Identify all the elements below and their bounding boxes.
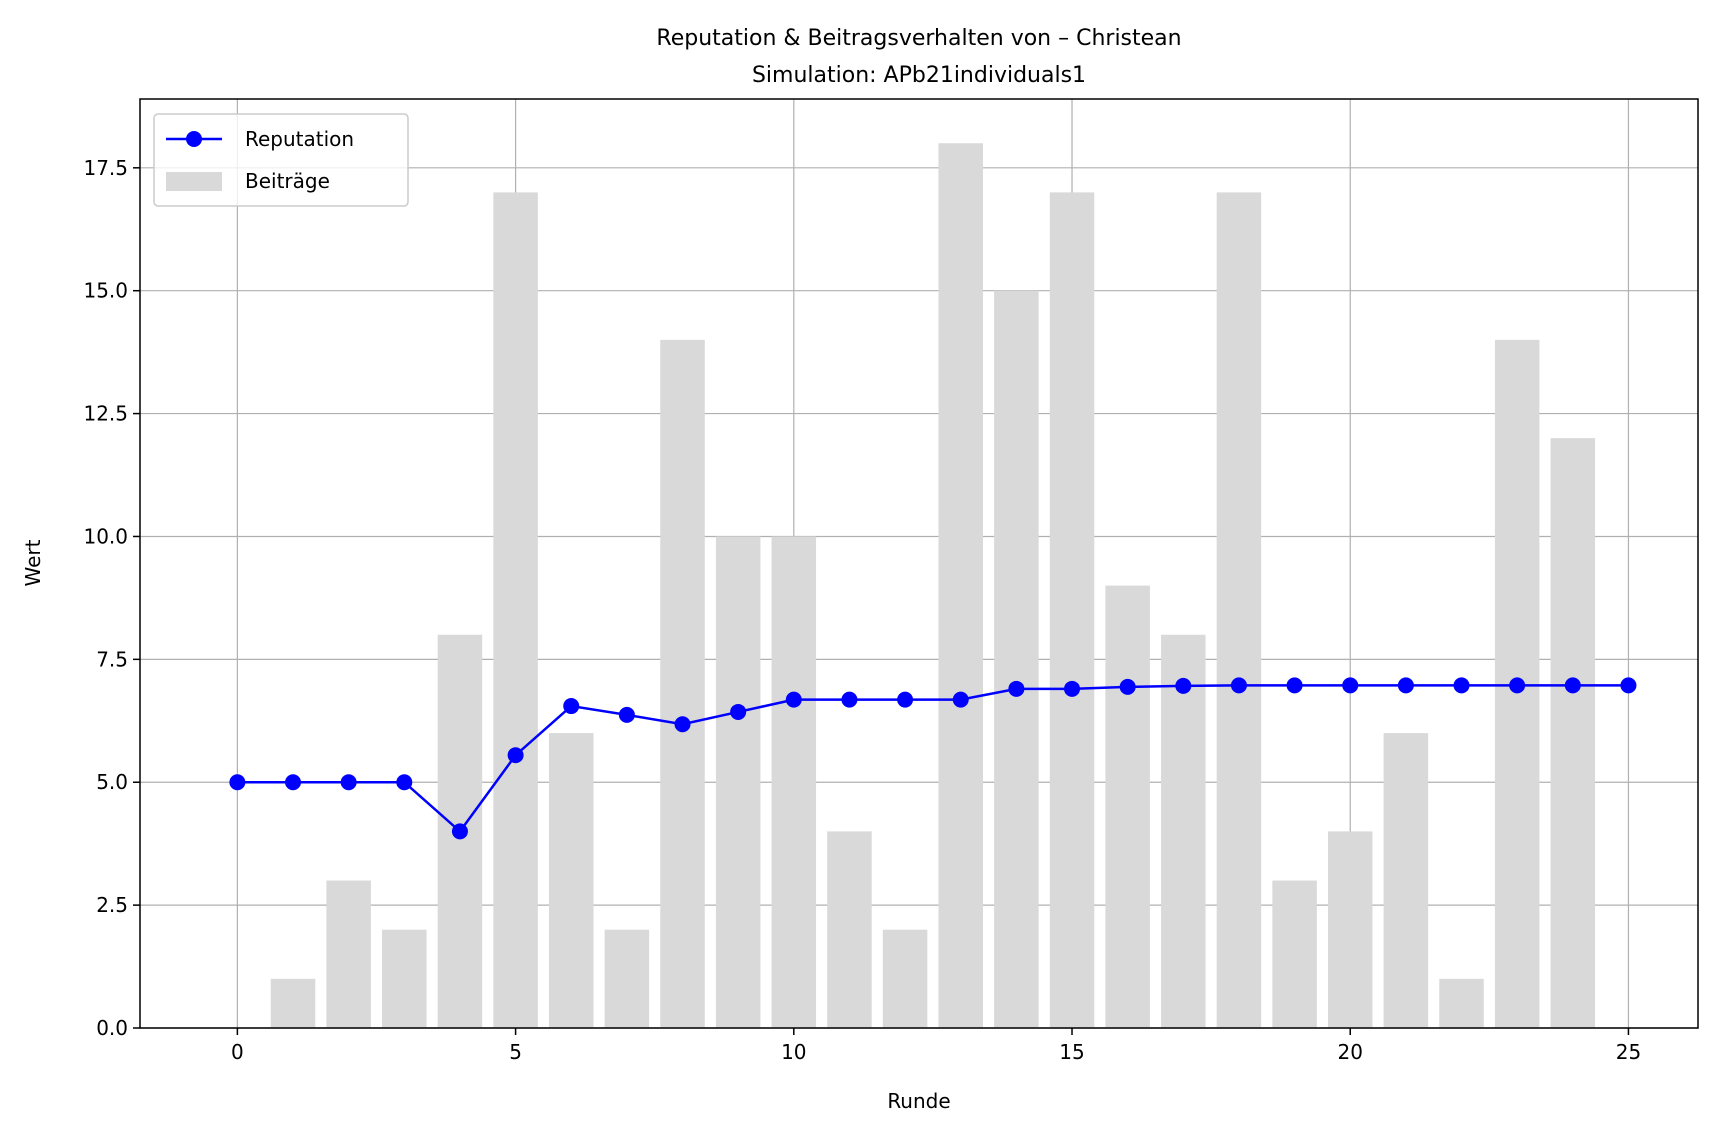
reputation-point [451,823,468,840]
reputation-point [1064,680,1081,697]
bar [1049,192,1095,1028]
x-tick-label: 0 [231,1040,244,1064]
reputation-point [1119,678,1136,695]
bar [326,880,371,1028]
bar [548,733,594,1028]
bar [715,536,761,1028]
reputation-point [1453,677,1470,694]
reputation-point [396,774,413,791]
bar [1161,634,1206,1028]
x-tick-label: 25 [1616,1040,1641,1064]
reputation-point [1620,677,1637,694]
y-tick-label: 2.5 [96,893,128,917]
bar [1439,978,1484,1028]
reputation-point [952,691,969,708]
bar [1550,438,1596,1029]
reputation-point [730,703,747,720]
x-tick-label: 15 [1059,1040,1084,1064]
y-axis-label: Wert [21,539,45,586]
x-tick-label: 10 [781,1040,806,1064]
reputation-point [1286,677,1303,694]
bar [882,929,928,1028]
bar [827,831,872,1028]
reputation-point [674,716,691,733]
reputation-point [1564,677,1581,694]
y-tick-label: 5.0 [96,770,128,794]
bar [938,143,983,1028]
plot-frame [139,98,1699,1029]
x-axis-label: Runde [887,1089,950,1113]
bar [270,978,316,1028]
reputation-point [340,774,357,791]
y-tick-label: 0.0 [96,1016,128,1040]
x-tick-label: 5 [509,1040,522,1064]
bar [771,536,817,1028]
bar [1272,880,1317,1028]
legend-beitraege-label: Beiträge [245,169,330,193]
reputation-line [237,684,1629,834]
y-tick-label: 17.5 [83,156,128,180]
chart-title: Reputation & Beitragsverhalten von – Chr… [656,26,1181,51]
reputation-point [1397,677,1414,694]
reputation-point [1230,677,1247,694]
bar [1383,733,1429,1028]
y-tick-label: 7.5 [96,647,128,671]
bar [1105,585,1150,1028]
reputation-point [507,747,524,764]
reputation-point [897,691,914,708]
y-tick-label: 12.5 [83,402,128,426]
legend-reputation-marker [186,131,202,147]
reputation-point [841,691,858,708]
line-reputation [229,677,1637,840]
legend-reputation-label: Reputation [245,127,354,151]
bar [604,929,650,1028]
reputation-point [785,691,802,708]
reputation-point [1509,677,1526,694]
bar [382,929,427,1028]
bar [994,290,1039,1028]
reputation-point [229,774,246,791]
y-tick-label: 10.0 [83,524,128,548]
y-tick-label: 15.0 [83,279,128,303]
reputation-point [1175,677,1192,694]
bar [1216,192,1262,1028]
legend: Reputation Beiträge [153,113,409,207]
reputation-point [563,698,580,715]
bars-beitraege [270,143,1596,1029]
x-tick-label: 20 [1338,1040,1363,1064]
bar [660,339,705,1029]
reputation-point [285,774,302,791]
legend-beitraege-swatch [166,172,222,191]
bar [1327,831,1373,1028]
reputation-point [1342,677,1359,694]
reputation-point [618,706,635,723]
y-axis-ticks: 0.0 2.5 5.0 7.5 10.0 12.5 15.0 17.5 [83,156,140,1040]
reputation-point [1008,680,1025,697]
chart-subtitle: Simulation: APb21individuals1 [752,63,1086,88]
bar [493,192,538,1028]
x-axis-ticks: 0 5 10 15 20 25 [231,1028,1641,1064]
